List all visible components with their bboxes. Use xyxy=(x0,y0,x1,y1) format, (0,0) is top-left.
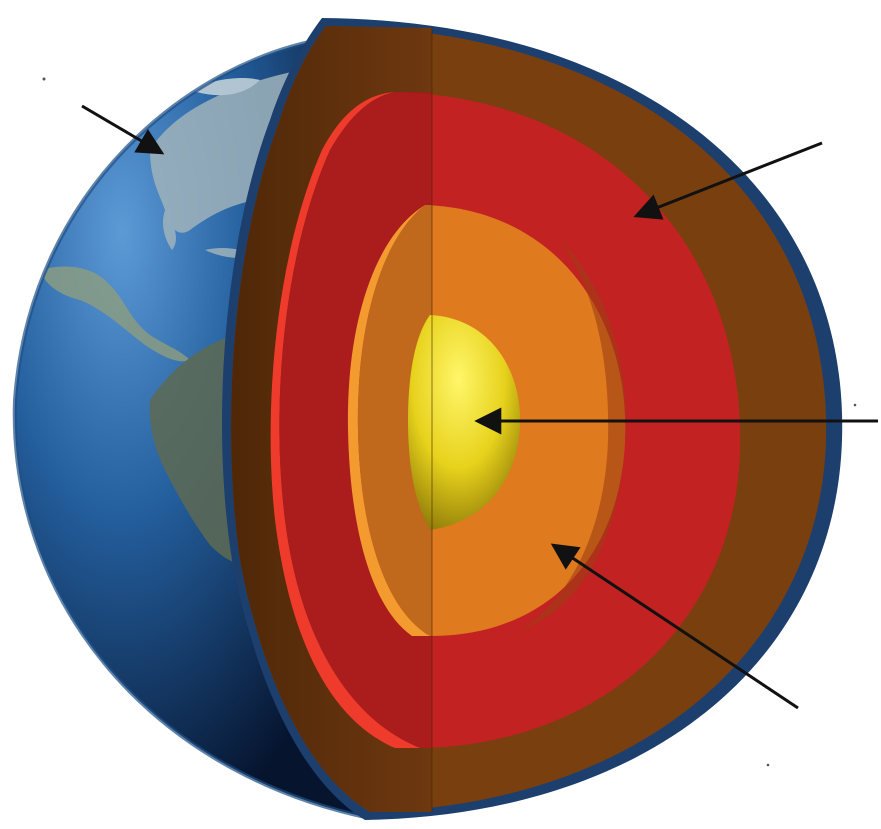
pointer-arrows xyxy=(81,104,878,710)
arrow-outer-core xyxy=(550,543,799,710)
layer-inner-core xyxy=(408,315,521,530)
arrow-crust xyxy=(81,104,165,155)
speck xyxy=(766,763,770,767)
speck xyxy=(42,77,46,81)
arrow-mantle xyxy=(633,141,823,220)
speck xyxy=(853,403,857,407)
